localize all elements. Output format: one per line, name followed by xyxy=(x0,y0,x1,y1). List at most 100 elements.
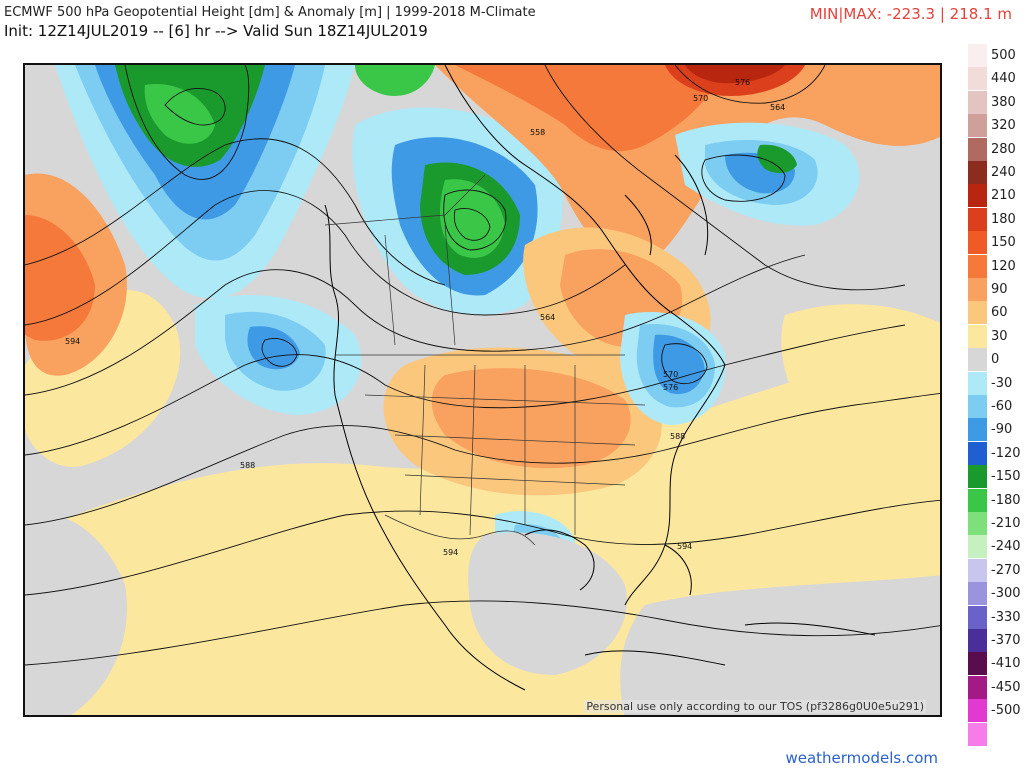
colorbar-swatch xyxy=(968,254,987,278)
colorbar-swatch xyxy=(968,441,987,465)
colorbar-swatch xyxy=(968,301,987,325)
anomaly-colorbar: 500 440 380 320 280 240 210 180 150 120 90 60 30 0 -30… xyxy=(968,44,1021,746)
colorbar-entry: 320 xyxy=(968,114,1018,138)
colorbar-label: 280 xyxy=(991,141,1016,157)
colorbar-swatch xyxy=(968,652,987,676)
colorbar-entry: 240 xyxy=(968,161,1018,184)
colorbar-entry: 0 xyxy=(968,348,1018,372)
colorbar-label: 120 xyxy=(991,258,1016,274)
colorbar-swatch xyxy=(968,278,987,301)
colorbar-label: -370 xyxy=(991,633,1021,648)
tos-notice: Personal use only according to our TOS (… xyxy=(584,700,926,713)
colorbar-swatch xyxy=(968,371,987,395)
colorbar-entry xyxy=(968,722,1018,746)
anomaly-fill-layer xyxy=(25,65,940,715)
anomaly-map[interactable]: 594 576 570 564 558 564 570 576 588 588 … xyxy=(23,63,942,717)
colorbar-label: -90 xyxy=(991,422,1013,438)
colorbar-swatch xyxy=(968,722,987,746)
colorbar-label: 0 xyxy=(991,352,1000,368)
colorbar-swatch xyxy=(968,207,987,231)
colorbar-swatch xyxy=(968,395,987,418)
contour-label: 588 xyxy=(240,461,255,470)
contour-label: 576 xyxy=(663,383,678,392)
colorbar-swatch xyxy=(968,90,987,114)
geography-lines xyxy=(324,65,876,691)
brand-link[interactable]: weathermodels.com xyxy=(785,749,938,767)
colorbar-entry: 120 xyxy=(968,254,1018,278)
colorbar-entry: -500 xyxy=(968,699,1021,723)
colorbar-entry: 440 xyxy=(968,67,1018,91)
colorbar-entry: -210 xyxy=(968,512,1021,535)
chart-title: ECMWF 500 hPa Geopotential Height [dm] &… xyxy=(4,5,536,20)
colorbar-entry: 210 xyxy=(968,184,1018,208)
contour-label: 564 xyxy=(770,103,785,112)
colorbar-swatch xyxy=(968,324,987,348)
valid-time-subtitle: Init: 12Z14JUL2019 -- [6] hr --> Valid S… xyxy=(4,22,428,40)
colorbar-label: -30 xyxy=(991,375,1013,391)
map-canvas: 594 576 570 564 558 564 570 576 588 588 … xyxy=(25,65,940,715)
colorbar-entry: -90 xyxy=(968,418,1018,442)
colorbar-entry: 60 xyxy=(968,301,1018,325)
colorbar-entry: -270 xyxy=(968,558,1021,582)
colorbar-entry: 500 xyxy=(968,44,1018,67)
colorbar-entry: -180 xyxy=(968,488,1021,512)
colorbar-swatch xyxy=(968,629,987,652)
colorbar-swatch xyxy=(968,699,987,723)
colorbar-label: -410 xyxy=(991,656,1021,672)
colorbar-label: 240 xyxy=(991,165,1016,180)
colorbar-entry: -330 xyxy=(968,605,1021,629)
colorbar-label: 60 xyxy=(991,305,1008,321)
colorbar-entry: -120 xyxy=(968,441,1021,465)
colorbar-label: 320 xyxy=(991,118,1016,134)
colorbar-label: -120 xyxy=(991,445,1021,461)
colorbar-entry: -240 xyxy=(968,535,1021,559)
colorbar-label: -450 xyxy=(991,679,1021,695)
colorbar-label: 210 xyxy=(991,188,1016,204)
colorbar-label: -150 xyxy=(991,469,1021,485)
colorbar-label: 180 xyxy=(991,211,1016,227)
colorbar-swatch xyxy=(968,114,987,138)
contour-label: 576 xyxy=(735,78,750,87)
colorbar-label: 90 xyxy=(991,282,1008,297)
colorbar-entry: 280 xyxy=(968,137,1018,161)
colorbar-label: -240 xyxy=(991,539,1021,555)
colorbar-entry: 380 xyxy=(968,90,1018,114)
colorbar-entry: -150 xyxy=(968,465,1021,489)
colorbar-entry: -410 xyxy=(968,652,1021,676)
colorbar-label: -180 xyxy=(991,492,1021,508)
colorbar-swatch xyxy=(968,488,987,512)
colorbar-label: -270 xyxy=(991,562,1021,578)
height-contours xyxy=(25,65,940,666)
contour-label: 594 xyxy=(443,548,458,557)
contour-label: 570 xyxy=(693,94,708,103)
colorbar-entry: 30 xyxy=(968,324,1018,348)
colorbar-label: 150 xyxy=(991,235,1016,251)
colorbar-swatch xyxy=(968,558,987,582)
colorbar-swatch xyxy=(968,512,987,535)
colorbar-label: -300 xyxy=(991,586,1021,602)
colorbar-label: 380 xyxy=(991,94,1016,110)
colorbar-entry: -30 xyxy=(968,371,1018,395)
political-borders xyxy=(324,174,646,546)
colorbar-label: 500 xyxy=(991,48,1016,63)
colorbar-swatch xyxy=(968,582,987,606)
contour-label: 558 xyxy=(530,128,545,137)
contour-label: 594 xyxy=(65,337,80,346)
contour-label: 588 xyxy=(670,432,685,441)
colorbar-swatch xyxy=(968,137,987,161)
contour-label: 570 xyxy=(663,370,678,379)
colorbar-entry: 90 xyxy=(968,278,1018,301)
colorbar-label: 440 xyxy=(991,71,1016,87)
contour-label: 594 xyxy=(677,542,692,551)
colorbar-label: -60 xyxy=(991,399,1013,414)
colorbar-swatch xyxy=(968,418,987,442)
colorbar-entry: 180 xyxy=(968,207,1018,231)
colorbar-label: -210 xyxy=(991,516,1021,531)
colorbar-swatch xyxy=(968,605,987,629)
colorbar-entry: -370 xyxy=(968,629,1021,652)
colorbar-swatch xyxy=(968,184,987,208)
colorbar-swatch xyxy=(968,535,987,559)
contour-label: 564 xyxy=(540,313,555,322)
colorbar-label: 30 xyxy=(991,328,1008,344)
colorbar-swatch xyxy=(968,348,987,372)
